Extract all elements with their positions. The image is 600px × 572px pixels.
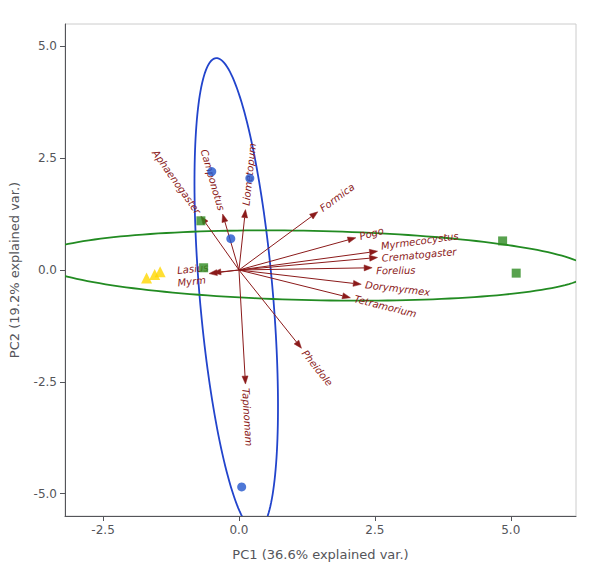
svg-text:Formica: Formica	[318, 181, 357, 214]
svg-text:Pogo: Pogo	[358, 225, 385, 242]
svg-text:Tapinomam: Tapinomam	[240, 388, 254, 447]
svg-text:0.0: 0.0	[229, 523, 248, 537]
svg-text:Lasius: Lasius	[177, 262, 209, 276]
svg-text:5.0: 5.0	[38, 39, 57, 53]
svg-text:Tetramorium: Tetramorium	[353, 293, 418, 319]
svg-text:2.5: 2.5	[38, 151, 57, 165]
svg-text:Camponotus: Camponotus	[199, 148, 227, 212]
svg-text:PC2 (19.2% explained var.): PC2 (19.2% explained var.)	[7, 182, 22, 358]
svg-text:Myrm: Myrm	[177, 274, 207, 288]
svg-text:2.5: 2.5	[365, 523, 384, 537]
svg-text:0.0: 0.0	[38, 263, 57, 277]
svg-text:Myrmecocystus: Myrmecocystus	[380, 230, 460, 252]
svg-text:Dorymyrmex: Dorymyrmex	[365, 279, 431, 298]
svg-text:-2.5: -2.5	[91, 523, 114, 537]
svg-text:Pheidole: Pheidole	[300, 348, 335, 388]
svg-text:PC1 (36.6% explained var.): PC1 (36.6% explained var.)	[232, 547, 408, 562]
svg-text:-2.5: -2.5	[34, 375, 57, 389]
svg-text:-5.0: -5.0	[34, 487, 57, 501]
svg-text:Crematogaster: Crematogaster	[381, 246, 458, 264]
svg-text:Aphaenogaster: Aphaenogaster	[150, 147, 204, 217]
svg-text:Liometopum: Liometopum	[240, 142, 258, 206]
svg-text:Forelius: Forelius	[376, 265, 415, 277]
svg-text:5.0: 5.0	[501, 523, 520, 537]
